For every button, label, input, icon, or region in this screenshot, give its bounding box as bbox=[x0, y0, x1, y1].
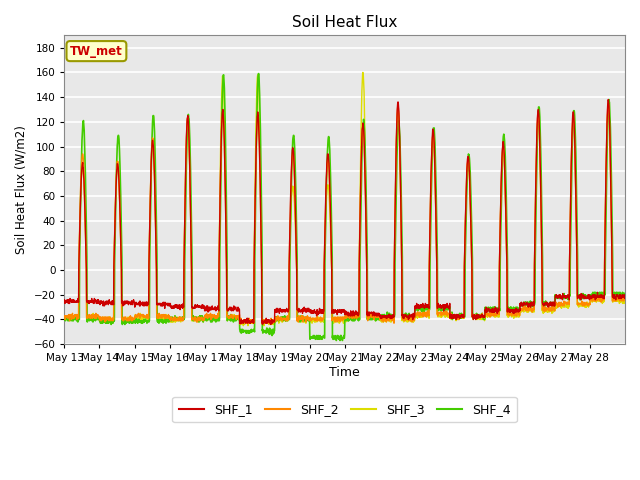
SHF_4 bbox=[514, 307, 522, 312]
SHF_1 bbox=[259, 322, 266, 327]
Title: Soil Heat Flux: Soil Heat Flux bbox=[292, 15, 397, 30]
SHF_2 bbox=[545, 304, 553, 310]
SHF_2 bbox=[61, 313, 68, 319]
Line: SHF_1: SHF_1 bbox=[65, 99, 625, 324]
SHF_1 bbox=[116, 227, 124, 232]
SHF_1 bbox=[61, 297, 68, 302]
SHF_1 bbox=[514, 307, 522, 312]
SHF_4 bbox=[333, 337, 340, 343]
Line: SHF_3: SHF_3 bbox=[65, 72, 625, 325]
SHF_3 bbox=[546, 305, 554, 311]
SHF_2 bbox=[379, 315, 387, 321]
SHF_3 bbox=[239, 323, 247, 328]
SHF_4 bbox=[61, 317, 68, 323]
SHF_1 bbox=[545, 303, 553, 309]
SHF_3 bbox=[237, 320, 245, 326]
Legend: SHF_1, SHF_2, SHF_3, SHF_4: SHF_1, SHF_2, SHF_3, SHF_4 bbox=[172, 397, 517, 422]
SHF_3 bbox=[379, 318, 387, 324]
SHF_4 bbox=[255, 71, 262, 76]
SHF_2 bbox=[604, 100, 612, 106]
SHF_4 bbox=[237, 330, 245, 336]
SHF_4 bbox=[116, 180, 124, 186]
SHF_3 bbox=[61, 317, 68, 323]
Line: SHF_4: SHF_4 bbox=[65, 73, 625, 340]
SHF_4 bbox=[546, 302, 554, 308]
SHF_2 bbox=[116, 225, 124, 231]
SHF_3 bbox=[514, 312, 522, 317]
SHF_3 bbox=[614, 298, 621, 304]
SHF_1 bbox=[614, 292, 621, 298]
SHF_4 bbox=[621, 291, 629, 297]
SHF_1 bbox=[621, 294, 629, 300]
Y-axis label: Soil Heat Flux (W/m2): Soil Heat Flux (W/m2) bbox=[15, 125, 28, 254]
SHF_2 bbox=[238, 319, 246, 325]
SHF_3 bbox=[116, 228, 124, 233]
Text: TW_met: TW_met bbox=[70, 45, 123, 58]
SHF_4 bbox=[614, 294, 621, 300]
SHF_2 bbox=[236, 322, 244, 327]
SHF_3 bbox=[621, 297, 629, 302]
SHF_4 bbox=[379, 313, 387, 319]
SHF_2 bbox=[514, 311, 522, 316]
X-axis label: Time: Time bbox=[330, 366, 360, 379]
Line: SHF_2: SHF_2 bbox=[65, 103, 625, 324]
SHF_2 bbox=[621, 297, 629, 302]
SHF_1 bbox=[379, 313, 387, 319]
SHF_1 bbox=[604, 96, 612, 102]
SHF_1 bbox=[237, 317, 245, 323]
SHF_2 bbox=[614, 294, 621, 300]
SHF_3 bbox=[359, 70, 367, 75]
